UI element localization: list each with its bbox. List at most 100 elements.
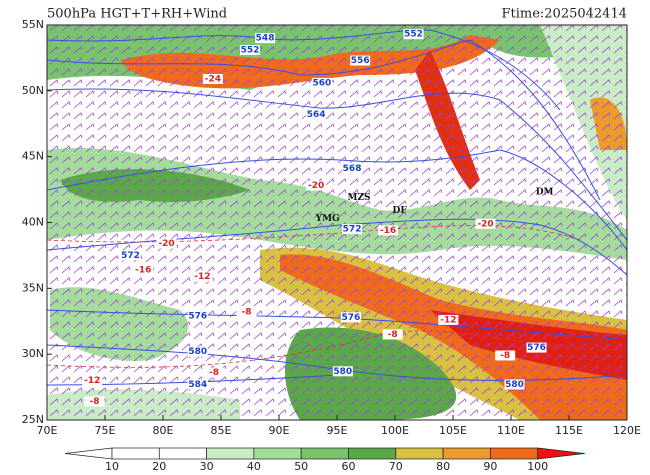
colorbar-box: [158, 447, 207, 460]
station-label: YMG: [315, 214, 340, 224]
lat-tick-label: 45N: [22, 150, 44, 163]
colorbar-box: [348, 447, 397, 460]
lon-tick-label: 115E: [555, 424, 583, 437]
colorbar-label: 50: [294, 460, 308, 473]
lon-tick-label: 105E: [439, 424, 467, 437]
temperature-label-bg: [475, 218, 496, 229]
lon-tick-label: 90E: [269, 424, 290, 437]
colorbar-label: 70: [389, 460, 403, 473]
lat-tick-label: 50N: [22, 84, 44, 97]
height-label: 564: [307, 110, 326, 120]
colorbar-label: 100: [527, 460, 548, 473]
colorbar-label: 60: [342, 460, 356, 473]
height-label-bg: [120, 250, 141, 261]
height-label: 576: [188, 311, 207, 321]
colorbar-label: 40: [247, 460, 261, 473]
station-label: DM: [536, 188, 554, 198]
height-label: 580: [333, 367, 352, 377]
lon-tick-label: 95E: [327, 424, 348, 437]
temperature-label: -16: [380, 226, 396, 236]
temperature-label-bg: [306, 180, 327, 191]
lon-tick-label: 120E: [613, 424, 641, 437]
temperature-label-bg: [156, 238, 177, 249]
height-label: 552: [241, 46, 260, 56]
lat-tick-label: 35N: [22, 281, 44, 294]
temperature-label: -20: [308, 181, 324, 191]
height-label-bg: [240, 45, 260, 56]
temperature-label: -8: [90, 397, 100, 407]
colorbar: 10 20 30 40 50 60 70 80 90 100: [64, 447, 585, 473]
colorbar-box: [442, 447, 491, 460]
height-label-bg: [332, 366, 353, 377]
lon-tick-label: 110E: [497, 424, 525, 437]
colorbar-high: [537, 447, 585, 460]
colorbar-box: [300, 447, 349, 460]
lon-tick-label: 85E: [211, 424, 232, 437]
height-label-bg: [340, 312, 361, 323]
lon-tick-label: 75E: [95, 424, 116, 437]
temperature-label-bg: [438, 314, 459, 325]
colorbar-label: 80: [436, 460, 450, 473]
height-label: 576: [342, 313, 361, 323]
height-label-bg: [403, 29, 424, 40]
height-label-bg: [504, 379, 525, 390]
colorbar-label: 20: [152, 460, 166, 473]
temperature-label: -8: [242, 308, 252, 318]
height-label: 576: [527, 343, 546, 353]
height-label: 584: [188, 380, 207, 390]
height-label: 572: [343, 225, 362, 235]
colorbar-low: [64, 447, 113, 460]
height-label-bg: [342, 163, 363, 174]
height-label: 556: [351, 56, 370, 66]
colorbar-box: [111, 447, 160, 460]
temperature-label: -24: [205, 74, 221, 84]
temperature-label-bg: [202, 73, 223, 84]
temperature-label: -8: [500, 351, 510, 361]
temperature-label-bg: [133, 264, 154, 275]
lat-tick-label: 25N: [22, 413, 44, 426]
height-label-bg: [306, 109, 327, 120]
temperature-label-bg: [382, 329, 403, 340]
lon-tick-label: 80E: [153, 424, 174, 437]
temperature-label: -20: [477, 219, 493, 229]
station-label: DF: [393, 206, 408, 216]
height-label-bg: [187, 310, 208, 321]
height-label-bg: [311, 77, 332, 88]
temperature-label: -16: [135, 265, 151, 275]
height-label: 580: [505, 380, 524, 390]
station-label: MZS: [348, 193, 371, 203]
temperature-label-bg: [84, 396, 105, 407]
colorbar-box: [253, 447, 302, 460]
title: 500hPa HGT+T+RH+Wind: [47, 7, 227, 22]
height-label: 560: [313, 78, 332, 88]
lon-tick-label: 70E: [37, 424, 58, 437]
colorbar-label: 30: [200, 460, 214, 473]
temperature-label: -12: [84, 376, 100, 386]
height-label: 580: [188, 347, 207, 357]
temperature-label: -8: [209, 368, 219, 378]
temperature-label-bg: [192, 271, 213, 282]
temperature-label: -12: [440, 315, 456, 325]
colorbar-label: 10: [105, 460, 119, 473]
height-label: 548: [256, 34, 275, 44]
height-label-bg: [187, 346, 208, 357]
lat-tick-label: 40N: [22, 216, 44, 229]
height-label-bg: [526, 342, 547, 353]
temperature-label-bg: [495, 350, 516, 361]
height-label-bg: [187, 379, 208, 390]
temperature-label: -12: [194, 272, 210, 282]
overlay: 70E 75E 80E 85E 90E 95E 100E 105E 110E 115E 120E 25…: [22, 18, 641, 437]
lat-tick-label: 55N: [22, 18, 44, 31]
colorbar-box: [395, 447, 444, 460]
height-label: 568: [343, 164, 362, 174]
height-label-bg: [255, 33, 276, 44]
colorbar-label: 90: [483, 460, 497, 473]
temperature-label-bg: [378, 225, 399, 236]
forecast-time: Ftime:2025042414: [501, 7, 627, 22]
temperature-label: -20: [158, 239, 174, 249]
height-label-bg: [342, 224, 363, 235]
temperature-label-bg: [204, 367, 225, 378]
colorbar-box: [206, 447, 255, 460]
lat-tick-label: 30N: [22, 347, 44, 360]
